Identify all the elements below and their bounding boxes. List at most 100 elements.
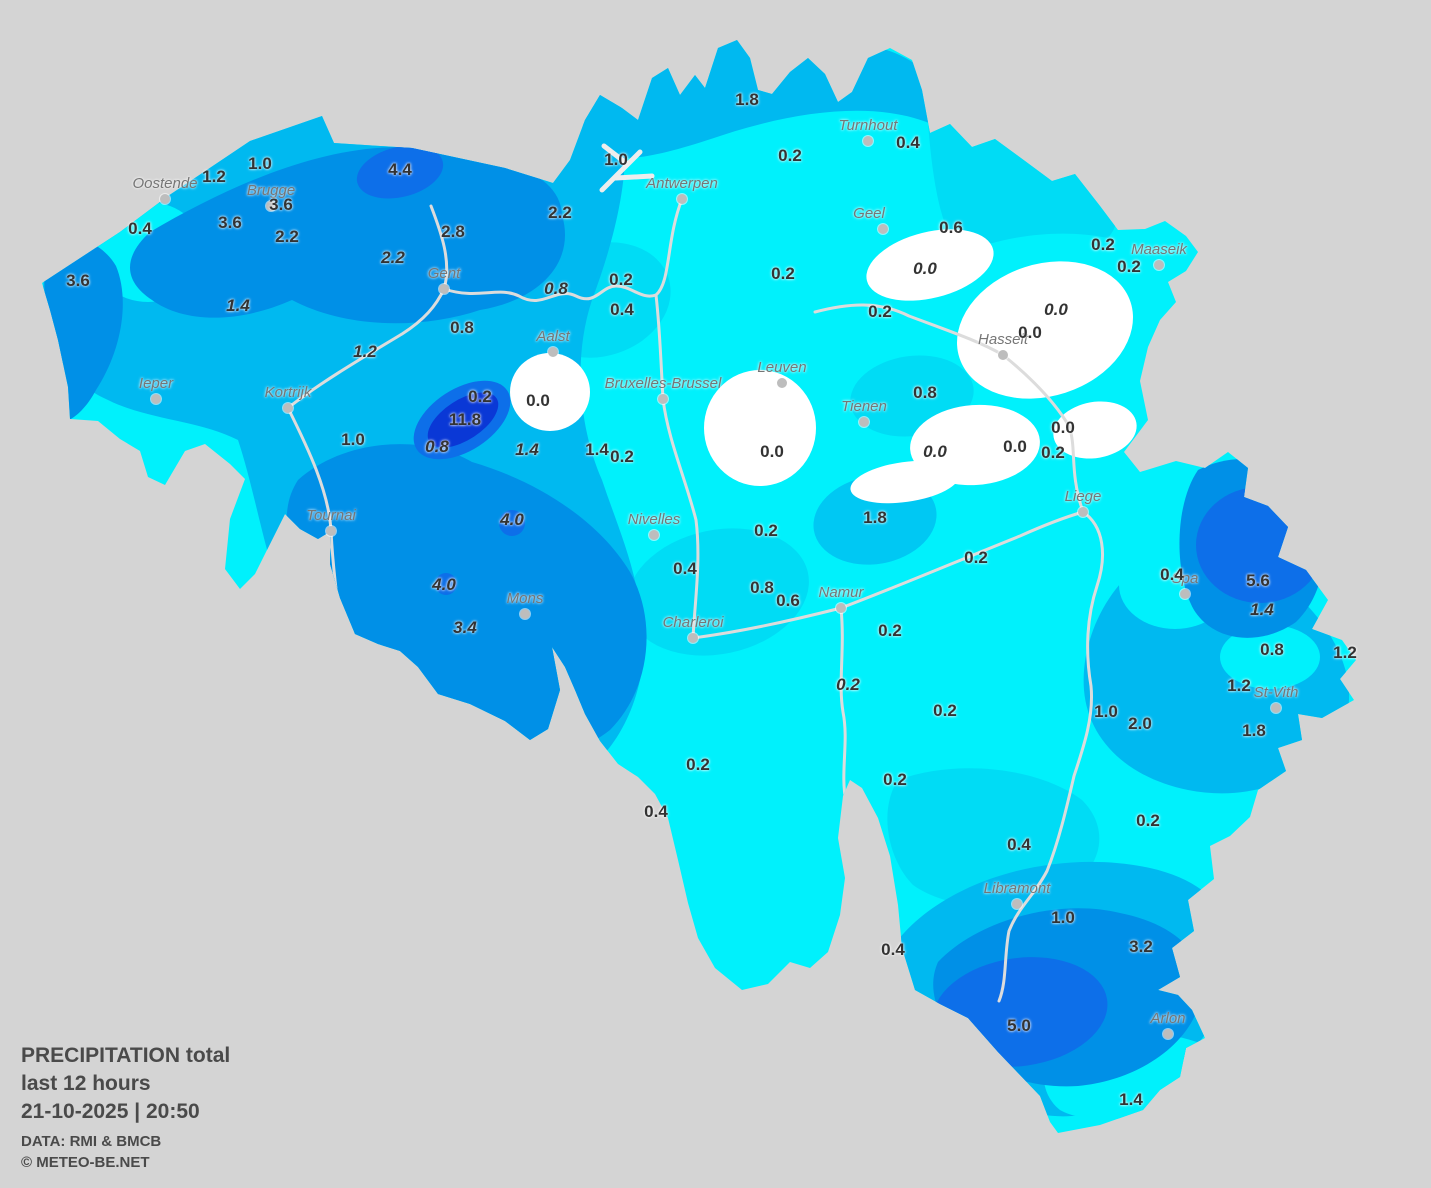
zero-region	[510, 353, 590, 431]
contour-region-max	[427, 392, 499, 448]
precip-value-label: 0.2	[754, 521, 778, 540]
city-dot	[1154, 260, 1164, 270]
precip-value-label: 0.0	[1003, 437, 1027, 456]
precip-value-label: 1.0	[604, 150, 628, 169]
city-dot	[859, 417, 869, 427]
city-label: Gent	[427, 265, 461, 282]
city-dot	[439, 284, 449, 294]
city-label: Ieper	[138, 375, 174, 392]
city-dot	[1012, 899, 1022, 909]
precip-value-label: 11.8	[448, 410, 482, 429]
city-label: Oostende	[132, 175, 198, 192]
precip-value-label: 1.0	[1094, 702, 1118, 721]
precip-value-label: 0.4	[1007, 835, 1031, 854]
harbor-dock-lines	[599, 143, 655, 193]
city-dot	[1271, 703, 1281, 713]
zero-region	[1053, 401, 1137, 459]
precip-value-label: 0.2	[868, 302, 892, 321]
map-title: PRECIPITATION total	[21, 1044, 231, 1067]
contour-region	[1220, 625, 1320, 689]
map-title-block: PRECIPITATION total last 12 hours 21-10-…	[21, 1042, 230, 1173]
city-dot	[283, 403, 293, 413]
copyright: © METEO-BE.NET	[21, 1154, 150, 1171]
contour-region-heavy	[499, 510, 525, 536]
border-line	[654, 293, 843, 640]
map-datetime: 21-10-2025 | 20:50	[21, 1100, 200, 1123]
precip-value-label: 3.6	[66, 271, 90, 290]
precip-value-label: 2.8	[441, 222, 465, 241]
precip-value-label: 4.0	[432, 575, 456, 594]
precip-value-label: 1.2	[202, 167, 226, 186]
precip-value-label: 2.2	[381, 248, 405, 267]
precip-value-label: 1.8	[1242, 721, 1266, 740]
precip-value-label: 0.4	[644, 802, 668, 821]
precip-value-label: 1.4	[515, 440, 539, 459]
zero-region	[704, 370, 816, 486]
precip-value-label: 0.0	[913, 259, 937, 278]
precip-value-label: 0.6	[939, 218, 963, 237]
city-label: Turnhout	[838, 117, 898, 134]
border-line	[839, 510, 1104, 1003]
border-line	[442, 197, 684, 302]
precip-value-label: 1.4	[1250, 600, 1274, 619]
precip-value-label: 0.2	[468, 387, 492, 406]
precip-value-label: 0.2	[610, 447, 634, 466]
precip-value-label: 1.0	[248, 154, 272, 173]
precip-value-label: 0.2	[933, 701, 957, 720]
precip-value-label: 0.2	[964, 548, 988, 567]
city-label: Brugge	[246, 182, 296, 199]
precip-value-label: 0.4	[881, 940, 905, 959]
contour-region	[130, 147, 566, 324]
city-label: Mons	[506, 590, 544, 607]
precip-value-label: 3.4	[453, 618, 477, 637]
precip-value-label: 1.4	[1119, 1090, 1143, 1109]
precip-value-label: 3.6	[218, 213, 242, 232]
precip-value-label: 0.4	[896, 133, 920, 152]
city-dot	[998, 350, 1008, 360]
city-dot	[688, 633, 698, 643]
precip-value-label: 1.0	[341, 430, 365, 449]
precip-value-label: 1.2	[1227, 676, 1251, 695]
precip-value-label: 0.2	[1136, 811, 1160, 830]
city-dot	[1180, 589, 1190, 599]
city-dot	[863, 136, 873, 146]
precip-value-label: 0.2	[686, 755, 710, 774]
precip-value-label: 0.8	[425, 437, 449, 456]
precip-value-label: 0.8	[450, 318, 474, 337]
city-dot	[1163, 1029, 1173, 1039]
precip-value-label: 0.0	[1051, 418, 1075, 437]
city-label: Charleroi	[662, 614, 724, 631]
city-label: Geel	[853, 205, 885, 222]
city-dot	[151, 394, 161, 404]
map-subtitle-period: last 12 hours	[21, 1072, 151, 1095]
data-source: DATA: RMI & BMCB	[21, 1133, 162, 1150]
city-label: Kortrijk	[264, 384, 312, 401]
city-label: Aalst	[536, 328, 570, 345]
precip-value-label: 0.4	[610, 300, 634, 319]
precip-value-label: 4.4	[388, 160, 412, 179]
city-dot	[1078, 507, 1088, 517]
precip-value-label: 0.2	[778, 146, 802, 165]
contour-region	[627, 528, 809, 656]
city-label: Nivelles	[627, 511, 681, 528]
city-label: Namur	[818, 584, 864, 601]
precip-value-label: 0.8	[1260, 640, 1284, 659]
precip-value-label: 0.4	[1160, 565, 1184, 584]
precip-value-label: 0.8	[544, 279, 568, 298]
precip-value-label: 0.2	[1117, 257, 1141, 276]
precip-value-label: 1.2	[353, 342, 377, 361]
city-dot	[658, 394, 668, 404]
precip-value-label: 0.8	[913, 383, 937, 402]
city-label: Leuven	[757, 359, 807, 376]
precip-value-label: 1.8	[863, 508, 887, 527]
city-dot	[878, 224, 888, 234]
precip-value-label: 0.0	[923, 442, 947, 461]
contour-region-heavy	[356, 145, 444, 199]
precip-value-label: 2.2	[548, 203, 572, 222]
precip-value-label: 1.8	[735, 90, 759, 109]
precip-value-label: 0.2	[836, 675, 860, 694]
city-label: Tienen	[841, 398, 887, 415]
precip-value-label: 5.0	[1007, 1016, 1031, 1035]
